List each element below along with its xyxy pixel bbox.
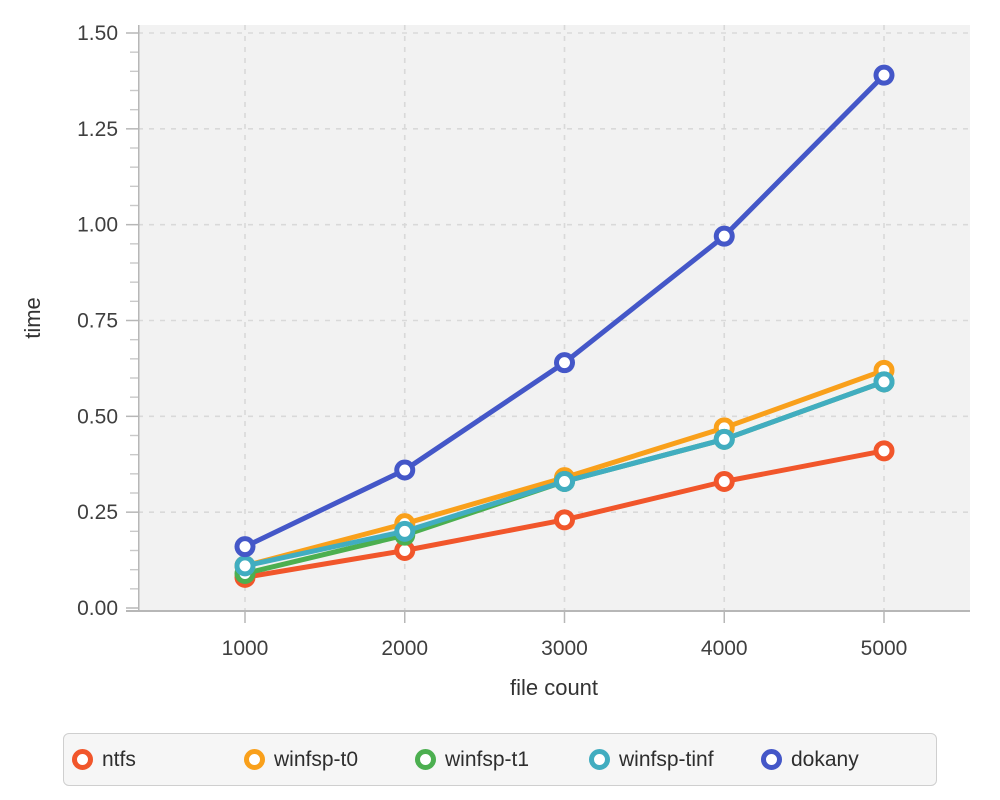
series-marker-winfsp-tinf <box>554 471 575 492</box>
y-tick-label: 0.50 <box>77 405 118 428</box>
plot-area <box>138 25 970 611</box>
legend-item-ntfs: ntfs <box>72 734 136 785</box>
series-marker-ntfs <box>873 440 895 462</box>
series-marker-ntfs <box>713 471 735 492</box>
y-tick-label: 1.50 <box>77 22 118 45</box>
series-marker-dokany <box>873 64 895 86</box>
y-tick-label: 0.25 <box>77 501 118 524</box>
series-marker-dokany <box>394 459 416 481</box>
y-axis-title: time <box>20 297 45 339</box>
legend-label: winfsp-t0 <box>274 747 359 771</box>
legend-label: dokany <box>791 747 859 771</box>
x-tick-label: 3000 <box>541 637 588 660</box>
legend-item-winfsp-t0: winfsp-t0 <box>244 734 358 785</box>
series-marker-dokany <box>234 536 256 558</box>
series-marker-winfsp-tinf <box>394 520 416 542</box>
x-axis-title: file count <box>510 675 598 700</box>
legend-item-winfsp-tinf: winfsp-tinf <box>589 734 714 785</box>
x-tick-label: 4000 <box>701 637 748 660</box>
legend-label: ntfs <box>102 747 136 771</box>
legend-ring-icon <box>415 749 436 770</box>
x-tick-label: 2000 <box>381 637 428 660</box>
series-marker-dokany <box>713 225 735 247</box>
plot-background <box>138 25 970 611</box>
legend-label: winfsp-t1 <box>445 747 530 771</box>
series-marker-dokany <box>554 352 575 374</box>
y-tick-label: 1.25 <box>77 118 118 141</box>
series-marker-winfsp-tinf <box>234 555 256 577</box>
legend-ring-icon <box>244 749 265 770</box>
legend-ring-icon <box>72 749 93 770</box>
legend-ring-icon <box>761 749 782 770</box>
y-tick-label: 0.75 <box>77 310 118 333</box>
legend: ntfs winfsp-t0 winfsp-t1 winfsp-tinf dokany <box>63 733 937 786</box>
legend-item-winfsp-t1: winfsp-t1 <box>415 734 529 785</box>
legend-label: winfsp-tinf <box>619 747 714 771</box>
y-tick-label: 0.00 <box>77 597 118 620</box>
line-chart: 0.00 0.25 0.50 0.75 1.00 1.25 1.50 1000 2000 3000… <box>20 22 970 700</box>
x-tick-label: 1000 <box>222 637 269 660</box>
series-marker-ntfs <box>554 509 575 531</box>
series-marker-winfsp-tinf <box>873 371 895 393</box>
axes <box>126 25 970 623</box>
x-tick-label: 5000 <box>861 637 908 660</box>
legend-ring-icon <box>589 749 610 770</box>
tick-labels: 0.00 0.25 0.50 0.75 1.00 1.25 1.50 1000 2000 3000… <box>77 22 907 660</box>
y-tick-label: 1.00 <box>77 214 118 237</box>
data-series <box>234 64 895 588</box>
legend-item-dokany: dokany <box>761 734 859 785</box>
series-marker-winfsp-tinf <box>713 428 735 450</box>
